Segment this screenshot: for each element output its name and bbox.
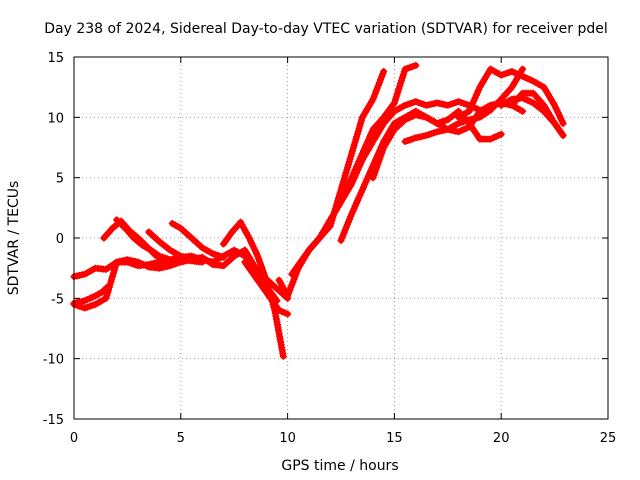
x-tick-label: 15 <box>386 431 403 446</box>
chart-title: Day 238 of 2024, Sidereal Day-to-day VTE… <box>44 21 608 37</box>
series-markers <box>168 220 227 261</box>
x-tick-label: 10 <box>279 431 296 446</box>
y-tick-label: 0 <box>56 232 64 247</box>
y-axis-label: SDTVAR / TECUs <box>6 181 22 296</box>
series-markers <box>241 258 292 318</box>
x-tick-label: 20 <box>493 431 510 446</box>
ticks <box>73 56 609 420</box>
y-tick-label: -15 <box>43 413 64 428</box>
x-axis-label: GPS time / hours <box>281 458 398 474</box>
y-tick-label: 10 <box>47 111 64 126</box>
series-layer <box>70 61 567 360</box>
grid <box>74 57 608 419</box>
y-tick-label: -10 <box>43 353 64 368</box>
y-tick-label: 5 <box>56 172 64 187</box>
x-tick-label: 25 <box>600 431 617 446</box>
series-markers <box>145 228 217 266</box>
series-markers <box>401 65 527 145</box>
series-markers <box>508 89 567 139</box>
y-tick-label: 15 <box>47 51 64 66</box>
y-tick-label: -5 <box>51 292 64 307</box>
series-markers <box>455 65 567 127</box>
tick-labels: 0 5 10 15 20 25 -15 -10 -5 0 5 10 15 <box>43 51 617 446</box>
series-markers <box>305 98 484 254</box>
x-tick-label: 5 <box>177 431 185 446</box>
x-tick-label: 0 <box>70 431 78 446</box>
